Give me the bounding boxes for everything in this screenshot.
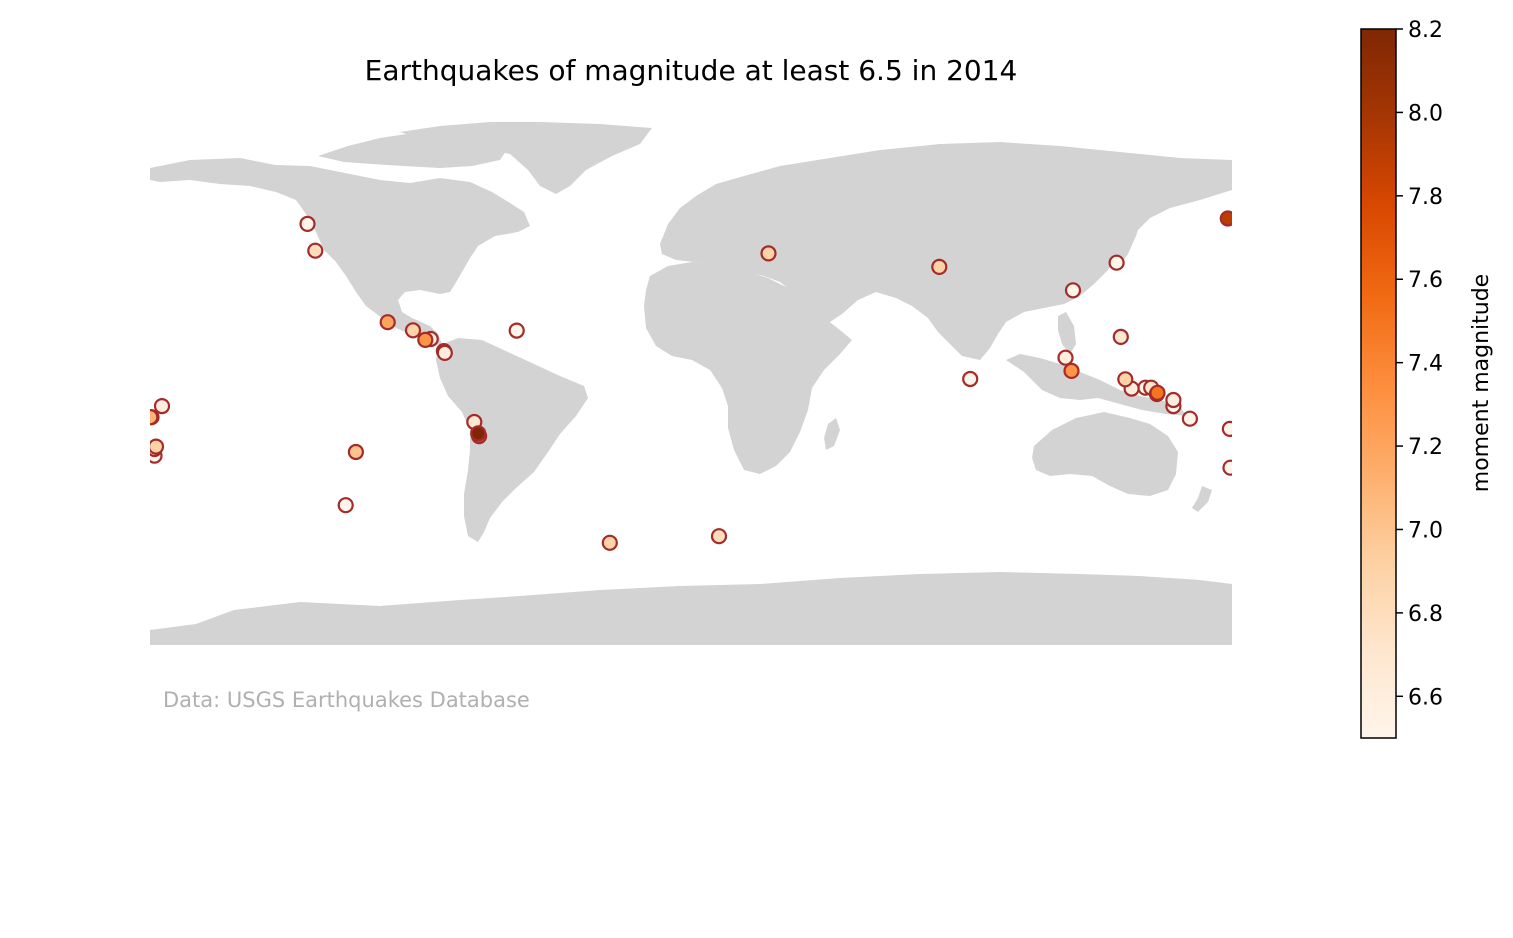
land-masses xyxy=(150,122,1232,645)
earthquake-marker xyxy=(710,528,728,545)
earthquake-marker xyxy=(962,370,979,388)
earthquake-markers xyxy=(150,210,1232,551)
colorbar-tick-label: 7.2 xyxy=(1408,435,1443,460)
earthquake-marker xyxy=(150,438,165,455)
earthquake-marker xyxy=(1108,254,1125,271)
earthquake-marker xyxy=(417,331,434,348)
colorbar-tick-label: 7.4 xyxy=(1408,352,1443,377)
north-america-shape xyxy=(150,158,530,346)
earthquake-marker xyxy=(601,534,618,551)
earthquake-marker xyxy=(1181,410,1199,427)
colorbar-tick-label: 7.0 xyxy=(1408,518,1443,543)
philippines-shape xyxy=(1058,312,1076,354)
earthquake-marker xyxy=(153,398,171,415)
earthquake-marker xyxy=(1057,349,1074,366)
source-note: Data: USGS Earthquakes Database xyxy=(163,688,530,712)
earthquake-marker xyxy=(299,215,316,232)
earthquake-marker xyxy=(337,497,354,514)
colorbar-label: moment magnitude xyxy=(1469,274,1494,492)
earthquake-marker xyxy=(347,443,364,461)
maritime-southeast-asia-shape xyxy=(1006,354,1186,416)
new-zealand-shape xyxy=(1192,486,1212,512)
australia-shape xyxy=(1032,412,1178,496)
earthquake-marker xyxy=(307,242,324,259)
colorbar-tick-label: 6.6 xyxy=(1408,685,1443,710)
south-america-shape xyxy=(436,338,588,542)
earthquake-marker xyxy=(1222,459,1232,476)
earthquake-marker xyxy=(1064,282,1082,299)
earthquake-marker xyxy=(1165,391,1182,409)
colorbar-tick-label: 8.2 xyxy=(1408,18,1443,43)
antarctica-shape xyxy=(150,572,1232,645)
japan-shape xyxy=(1112,214,1142,268)
earthquake-marker xyxy=(150,409,159,426)
map-title: Earthquakes of magnitude at least 6.5 in… xyxy=(365,54,1018,87)
greenland-shape xyxy=(400,122,652,194)
earthquake-marker xyxy=(404,322,422,339)
earthquake-marker xyxy=(1117,371,1134,388)
earthquake-marker xyxy=(1149,384,1166,401)
earthquake-marker xyxy=(508,322,525,339)
colorbar-ticks: 6.6 6.8 7.0 7.2 7.4 7.6 7.8 8.0 8.2 xyxy=(1396,18,1443,710)
earthquake-marker xyxy=(379,314,396,331)
earthquake-marker xyxy=(931,258,948,275)
madagascar-shape xyxy=(824,418,840,450)
africa-shape xyxy=(644,262,852,474)
colorbar-gradient xyxy=(1360,28,1397,739)
earthquake-marker xyxy=(436,344,453,361)
earthquake-marker xyxy=(1063,362,1080,379)
colorbar-tick-label: 7.8 xyxy=(1408,185,1443,210)
earthquake-marker xyxy=(1219,210,1232,227)
earthquake-marker xyxy=(760,245,777,262)
colorbar-tick-label: 8.0 xyxy=(1408,101,1443,126)
colorbar-tick-label: 6.8 xyxy=(1408,602,1443,627)
colorbar-tick-label: 7.6 xyxy=(1408,268,1443,293)
earthquake-marker xyxy=(470,425,487,442)
earthquake-marker xyxy=(1112,328,1129,345)
earthquake-marker xyxy=(1221,420,1232,437)
colorbar: 6.6 6.8 7.0 7.2 7.4 7.6 7.8 8.0 8.2 moment magni… xyxy=(1360,18,1494,739)
